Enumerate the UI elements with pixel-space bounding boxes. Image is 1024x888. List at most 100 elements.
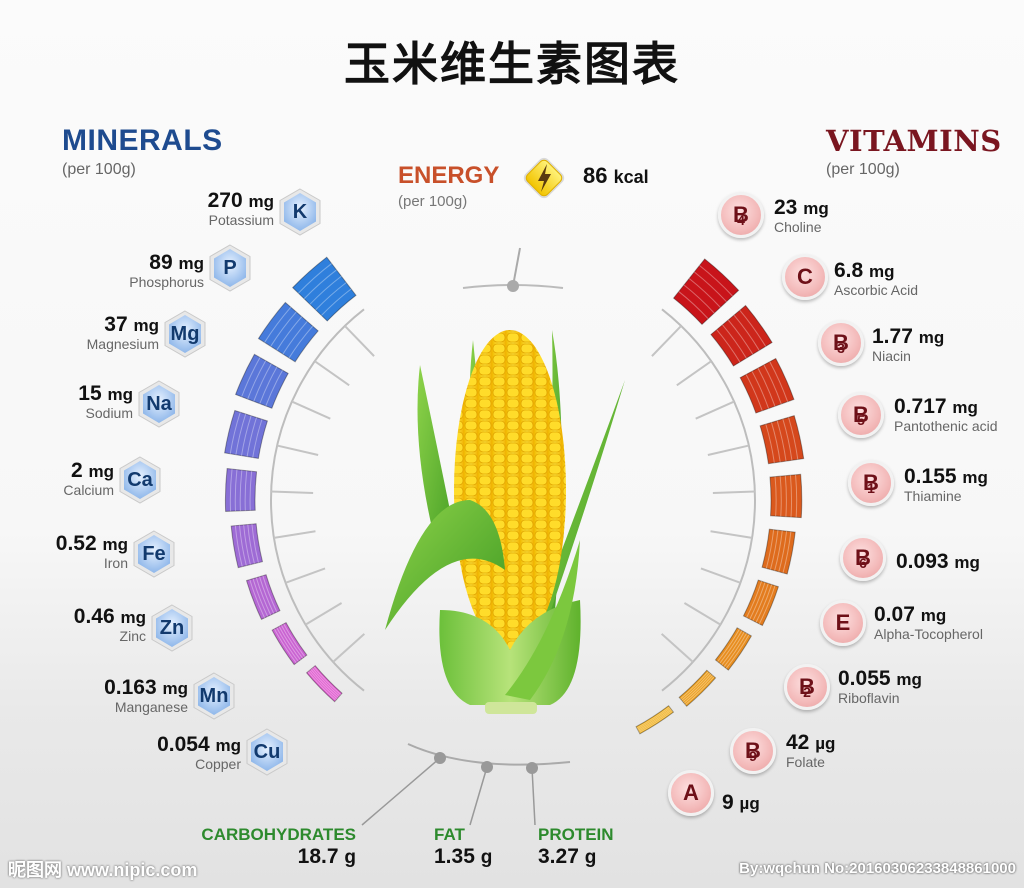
vitamin-item: 9 µg: [722, 792, 760, 813]
lightning-bolt-icon: [516, 150, 572, 206]
minerals-heading: MINERALS: [62, 124, 223, 157]
vitamin-bar-e: [742, 579, 780, 627]
vitamin-bar-b1: [769, 473, 803, 519]
mineral-item: 2 mg Calcium: [63, 460, 114, 497]
hexagon-mg-icon: Mg: [163, 310, 207, 358]
vitamin-value: 0.717 mg: [894, 395, 978, 418]
vitamin-bar-b3: [739, 357, 795, 414]
mineral-name: Manganese: [114, 699, 188, 715]
mineral-name: Sodium: [85, 405, 133, 421]
mineral-bar-p: [257, 301, 319, 363]
mineral-value: 0.054 mg: [157, 733, 241, 756]
vitamin-bar-b6: [761, 528, 796, 575]
mineral-item: 0.46 mg Zinc: [74, 606, 146, 643]
mineral-name: Phosphorus: [129, 274, 204, 290]
corn-illustration: [380, 310, 640, 720]
vitamin-item: 23 mg Choline: [774, 197, 829, 234]
vitamin-item: 0.07 mg Alpha-Tocopherol: [874, 604, 983, 641]
macro-label: CARBOHYDRATES: [201, 825, 356, 844]
vitamin-e-icon: E: [820, 600, 866, 646]
macro-protein: PROTEIN 3.27 g: [538, 825, 614, 869]
vitamin-name: Ascorbic Acid: [834, 282, 919, 298]
vitamin-bar-b9: [678, 669, 717, 707]
vitamin-bar-b4: [672, 258, 740, 326]
macro-value: 3.27 g: [538, 845, 597, 868]
mineral-value: 15 mg: [78, 382, 133, 405]
vitamin-name: Folate: [786, 754, 825, 770]
vitamins-heading: VITAMINS: [826, 124, 1002, 158]
mineral-value: 89 mg: [149, 251, 204, 274]
vitamins-subheading: (per 100g): [826, 161, 900, 178]
hexagon-k-icon: K: [278, 188, 322, 236]
energy-subheading: (per 100g): [398, 193, 468, 210]
minerals-subheading: (per 100g): [62, 161, 136, 178]
vitamin-item: 42 µg Folate: [786, 732, 835, 769]
hexagon-cu-icon: Cu: [245, 728, 289, 776]
mineral-value: 2 mg: [70, 459, 114, 482]
mineral-bar-k: [291, 256, 357, 322]
vitamin-value: 23 mg: [774, 196, 829, 219]
mineral-bar-cu: [305, 664, 343, 703]
hexagon-zn-icon: Zn: [150, 604, 194, 652]
mineral-name: Calcium: [63, 482, 114, 498]
mineral-name: Zinc: [119, 628, 146, 644]
mineral-item: 0.52 mg Iron: [56, 533, 128, 570]
mineral-item: 0.054 mg Copper: [157, 734, 241, 771]
vitamin-value: 0.07 mg: [874, 603, 947, 626]
mineral-bar-na: [224, 409, 269, 459]
vitamin-name: Niacin: [872, 348, 911, 364]
vitamin-value: 1.77 mg: [872, 325, 945, 348]
macro-value: 1.35 g: [434, 845, 493, 868]
vitamin-name: Alpha-Tocopherol: [874, 626, 983, 642]
hexagon-mn-icon: Mn: [192, 672, 236, 720]
mineral-bar-mn: [271, 621, 308, 666]
hexagon-ca-icon: Ca: [118, 456, 162, 504]
vitamin-bar-b5: [759, 415, 805, 465]
hexagon-p-icon: P: [208, 244, 252, 292]
vitamin-bar-c: [710, 304, 773, 367]
mineral-value: 0.46 mg: [73, 605, 146, 628]
macro-label: PROTEIN: [538, 825, 614, 844]
mineral-value: 270 mg: [207, 189, 274, 212]
vitamin-value: 6.8 mg: [834, 259, 895, 282]
vitamin-item: 0.093 mg: [896, 551, 980, 572]
mineral-item: 89 mg Phosphorus: [129, 252, 204, 289]
mineral-item: 0.163 mg Manganese: [104, 677, 188, 714]
mineral-bar-ca: [224, 467, 258, 512]
hexagon-na-icon: Na: [137, 380, 181, 428]
vitamin-name: Riboflavin: [838, 690, 900, 706]
macro-carbohydrates: CARBOHYDRATES 18.7 g: [192, 825, 356, 869]
watermark-right: By:wqchun No:20160306233848861000: [739, 860, 1016, 877]
vitamin-c-icon: C: [782, 254, 828, 300]
macro-label: FAT: [434, 825, 465, 844]
energy-value: 86 kcal: [583, 163, 649, 189]
vitamin-bar-a: [635, 705, 675, 735]
macro-value: 18.7 g: [297, 845, 356, 868]
vitamin-a-icon: A: [668, 770, 714, 816]
vitamin-value: 9 µg: [722, 791, 760, 814]
page-title: 玉米维生素图表: [344, 37, 680, 91]
vitamin-value: 0.055 mg: [838, 667, 922, 690]
vitamin-item: 0.717 mg Pantothenic acid: [894, 396, 998, 433]
mineral-item: 270 mg Potassium: [208, 190, 274, 227]
vitamin-value: 0.093 mg: [896, 550, 980, 573]
vitamin-item: 0.155 mg Thiamine: [904, 466, 988, 503]
mineral-bar-mg: [234, 353, 289, 409]
hexagon-fe-icon: Fe: [132, 530, 176, 578]
vitamin-name: Pantothenic acid: [894, 418, 998, 434]
macro-fat: FAT 1.35 g: [434, 825, 492, 869]
energy-number: 86: [583, 163, 608, 188]
mineral-name: Magnesium: [86, 336, 159, 352]
mineral-name: Iron: [103, 555, 128, 571]
mineral-value: 0.163 mg: [104, 676, 188, 699]
mineral-name: Potassium: [208, 212, 274, 228]
vitamin-bar-b2: [714, 627, 753, 671]
